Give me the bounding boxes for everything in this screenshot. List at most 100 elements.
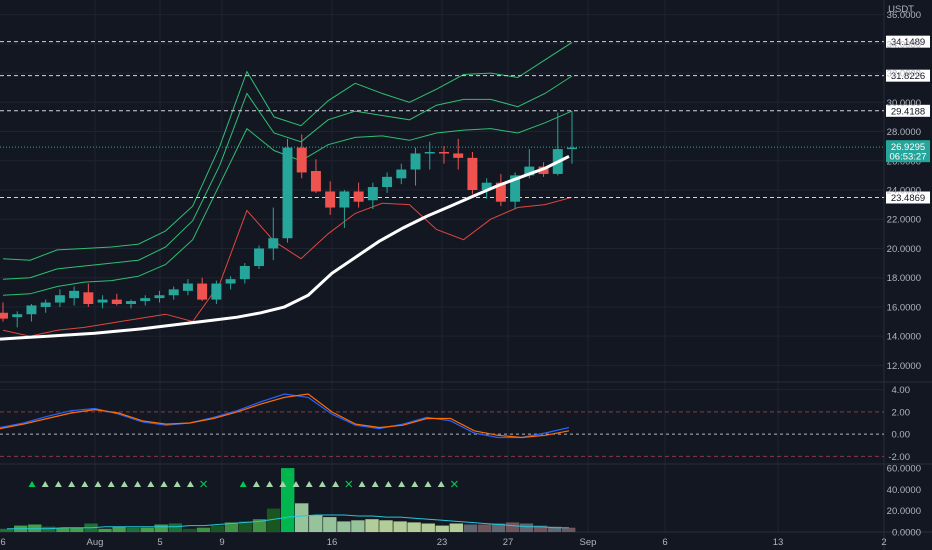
- volume-bar: [449, 523, 463, 532]
- volume-bar: [295, 503, 309, 532]
- volume-bar: [505, 522, 520, 532]
- volume-bar: [393, 521, 407, 532]
- level-price-label: 29.4188: [886, 104, 930, 117]
- band-upper-2: [2, 75, 573, 280]
- up-marker: [120, 481, 128, 487]
- candle: [382, 172, 393, 193]
- candle-body: [26, 305, 37, 315]
- candle: [211, 280, 222, 304]
- level-price-label: 23.4869: [886, 191, 930, 204]
- candle: [140, 295, 151, 306]
- volume-bar: [42, 526, 56, 532]
- candle-body: [168, 289, 179, 296]
- level-label-bg: [886, 69, 930, 82]
- candle-body: [0, 312, 8, 319]
- candle: [567, 111, 577, 164]
- candle-body: [310, 171, 321, 192]
- candle: [182, 279, 193, 296]
- volume-bar: [56, 527, 70, 532]
- candle-body: [97, 299, 108, 303]
- candle-body: [40, 302, 51, 307]
- candle-body: [126, 301, 137, 304]
- current-price-bg: [886, 140, 930, 163]
- candle-body: [296, 147, 307, 173]
- volume-bar: [252, 519, 267, 532]
- x-marker: [200, 480, 208, 488]
- up-marker: [252, 481, 260, 487]
- volume-bar: [491, 523, 506, 532]
- candle-body: [510, 175, 521, 202]
- candle: [424, 141, 435, 170]
- candle-body: [111, 299, 122, 304]
- candle-body: [367, 187, 378, 201]
- price-tick: 12.0000: [887, 361, 921, 372]
- candle: [495, 173, 506, 207]
- candle-body: [424, 152, 435, 154]
- price-tick: 20.0000: [887, 244, 921, 255]
- up-marker: [305, 481, 313, 487]
- candle: [552, 112, 563, 176]
- volume-bar: [28, 524, 42, 532]
- price-tick: 24.0000: [887, 186, 921, 197]
- candle: [168, 286, 179, 300]
- volume-bar: [196, 527, 211, 532]
- candle-body: [69, 290, 80, 299]
- candle: [310, 159, 321, 193]
- level-label-text: 23.4869: [891, 193, 925, 204]
- volume-pane[interactable]: [0, 468, 576, 532]
- candle-body: [481, 182, 492, 190]
- up-marker: [292, 481, 300, 487]
- time-axis[interactable]: 6 Aug 5 9 16 23 27 Sep 6 13 2: [0, 537, 886, 548]
- volume-bar: [168, 523, 182, 532]
- up-marker: [424, 481, 432, 487]
- up-marker: [239, 481, 247, 487]
- time-tick: 6: [662, 537, 667, 548]
- candle: [26, 304, 37, 322]
- time-tick: Aug: [87, 537, 104, 548]
- volume-bar: [351, 520, 365, 532]
- volume-bar: [309, 515, 323, 532]
- up-marker: [107, 481, 115, 487]
- horizontal-levels[interactable]: [0, 41, 884, 198]
- level-label-text: 31.8226: [891, 71, 925, 82]
- candlestick-series[interactable]: [0, 111, 577, 328]
- candle: [54, 289, 65, 307]
- up-marker: [332, 481, 340, 487]
- volume-bar: [533, 525, 548, 532]
- up-marker: [41, 481, 49, 487]
- volume-average-line: [7, 514, 569, 530]
- osc-tick: 2.00: [892, 407, 911, 418]
- volume-bar: [477, 524, 492, 532]
- candle-body: [54, 295, 65, 303]
- up-marker: [28, 481, 36, 487]
- volume-bar: [182, 528, 196, 532]
- price-tick: 34.0000: [887, 39, 921, 50]
- candle-body: [467, 157, 478, 190]
- osc-series: [0, 393, 570, 439]
- volume-bar: [379, 520, 393, 532]
- candle: [467, 152, 478, 195]
- volume-bar: [266, 508, 281, 532]
- volume-bar: [0, 528, 14, 532]
- volume-bar: [337, 521, 351, 532]
- candle: [40, 299, 51, 313]
- x-marker: [345, 480, 353, 488]
- oscillator-pane[interactable]: [0, 389, 884, 457]
- up-marker: [384, 481, 392, 487]
- price-axis[interactable]: 34.1489 31.8226 29.4188 23.4869 36.0000 34.00…: [886, 10, 930, 539]
- candle-body: [211, 283, 222, 300]
- candle: [83, 283, 94, 307]
- candle-body: [353, 191, 364, 202]
- candle: [225, 276, 236, 290]
- volume-bar: [126, 527, 140, 532]
- candle: [367, 182, 378, 209]
- up-marker: [54, 481, 62, 487]
- band-upper-3: [2, 41, 573, 261]
- candle-body: [382, 176, 393, 188]
- up-marker: [173, 481, 181, 487]
- candle-body: [83, 292, 94, 304]
- osc-tick: -2.00: [888, 452, 910, 463]
